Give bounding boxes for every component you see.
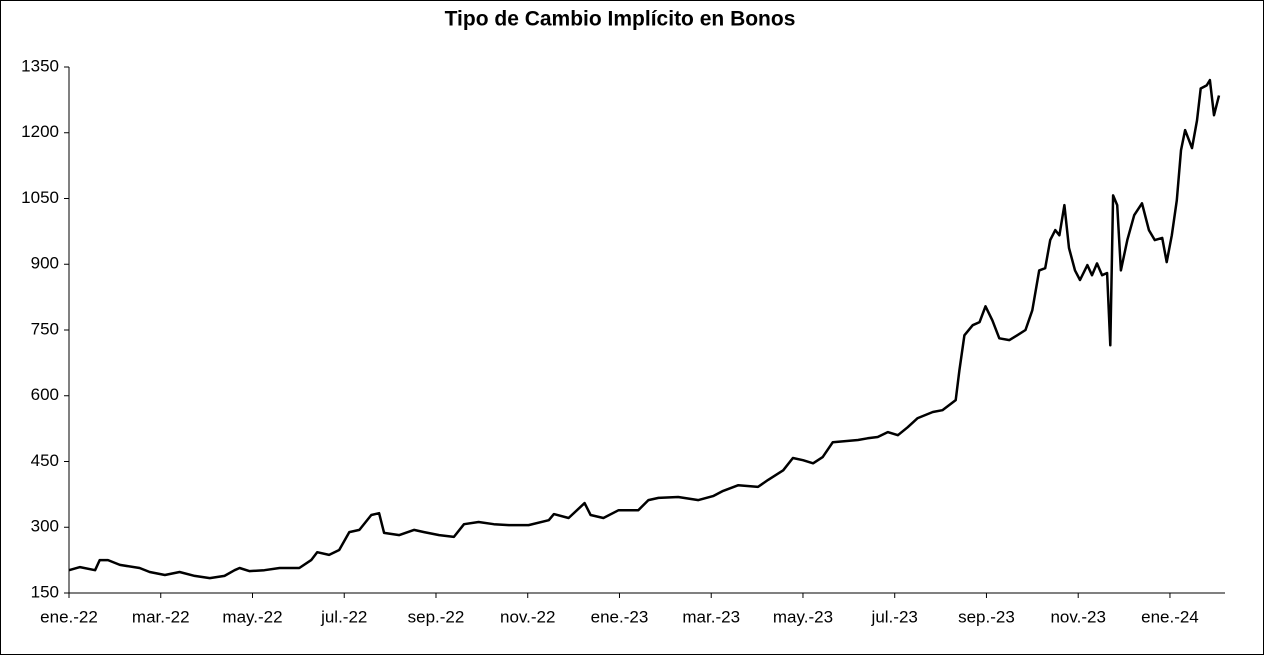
x-tick-label: sep.-23 <box>958 607 1015 626</box>
x-tick-label: jul.-22 <box>320 607 367 626</box>
chart-title: Tipo de Cambio Implícito en Bonos <box>445 8 796 31</box>
y-tick-label: 900 <box>31 254 59 273</box>
y-tick-label: 600 <box>31 385 59 404</box>
x-tick-label: sep.-22 <box>408 607 465 626</box>
x-tick-label: may.-22 <box>222 607 282 626</box>
x-tick-label: mar.-22 <box>132 607 190 626</box>
x-tick-label: may.-23 <box>773 607 833 626</box>
y-tick-label: 1350 <box>21 56 59 75</box>
y-tick-label: 750 <box>31 319 59 338</box>
x-tick-label: nov.-23 <box>1050 607 1105 626</box>
x-tick-label: ene.-24 <box>1141 607 1199 626</box>
y-tick-label: 450 <box>31 451 59 470</box>
y-tick-label: 1050 <box>21 188 59 207</box>
x-tick-label: ene.-23 <box>591 607 649 626</box>
x-tick-label: nov.-22 <box>500 607 555 626</box>
y-tick-label: 1200 <box>21 122 59 141</box>
y-tick-label: 300 <box>31 517 59 536</box>
x-tick-label: ene.-22 <box>40 607 98 626</box>
y-tick-label: 150 <box>31 582 59 601</box>
x-tick-label: jul.-23 <box>871 607 918 626</box>
x-tick-label: mar.-23 <box>682 607 740 626</box>
line <box>68 78 1221 580</box>
